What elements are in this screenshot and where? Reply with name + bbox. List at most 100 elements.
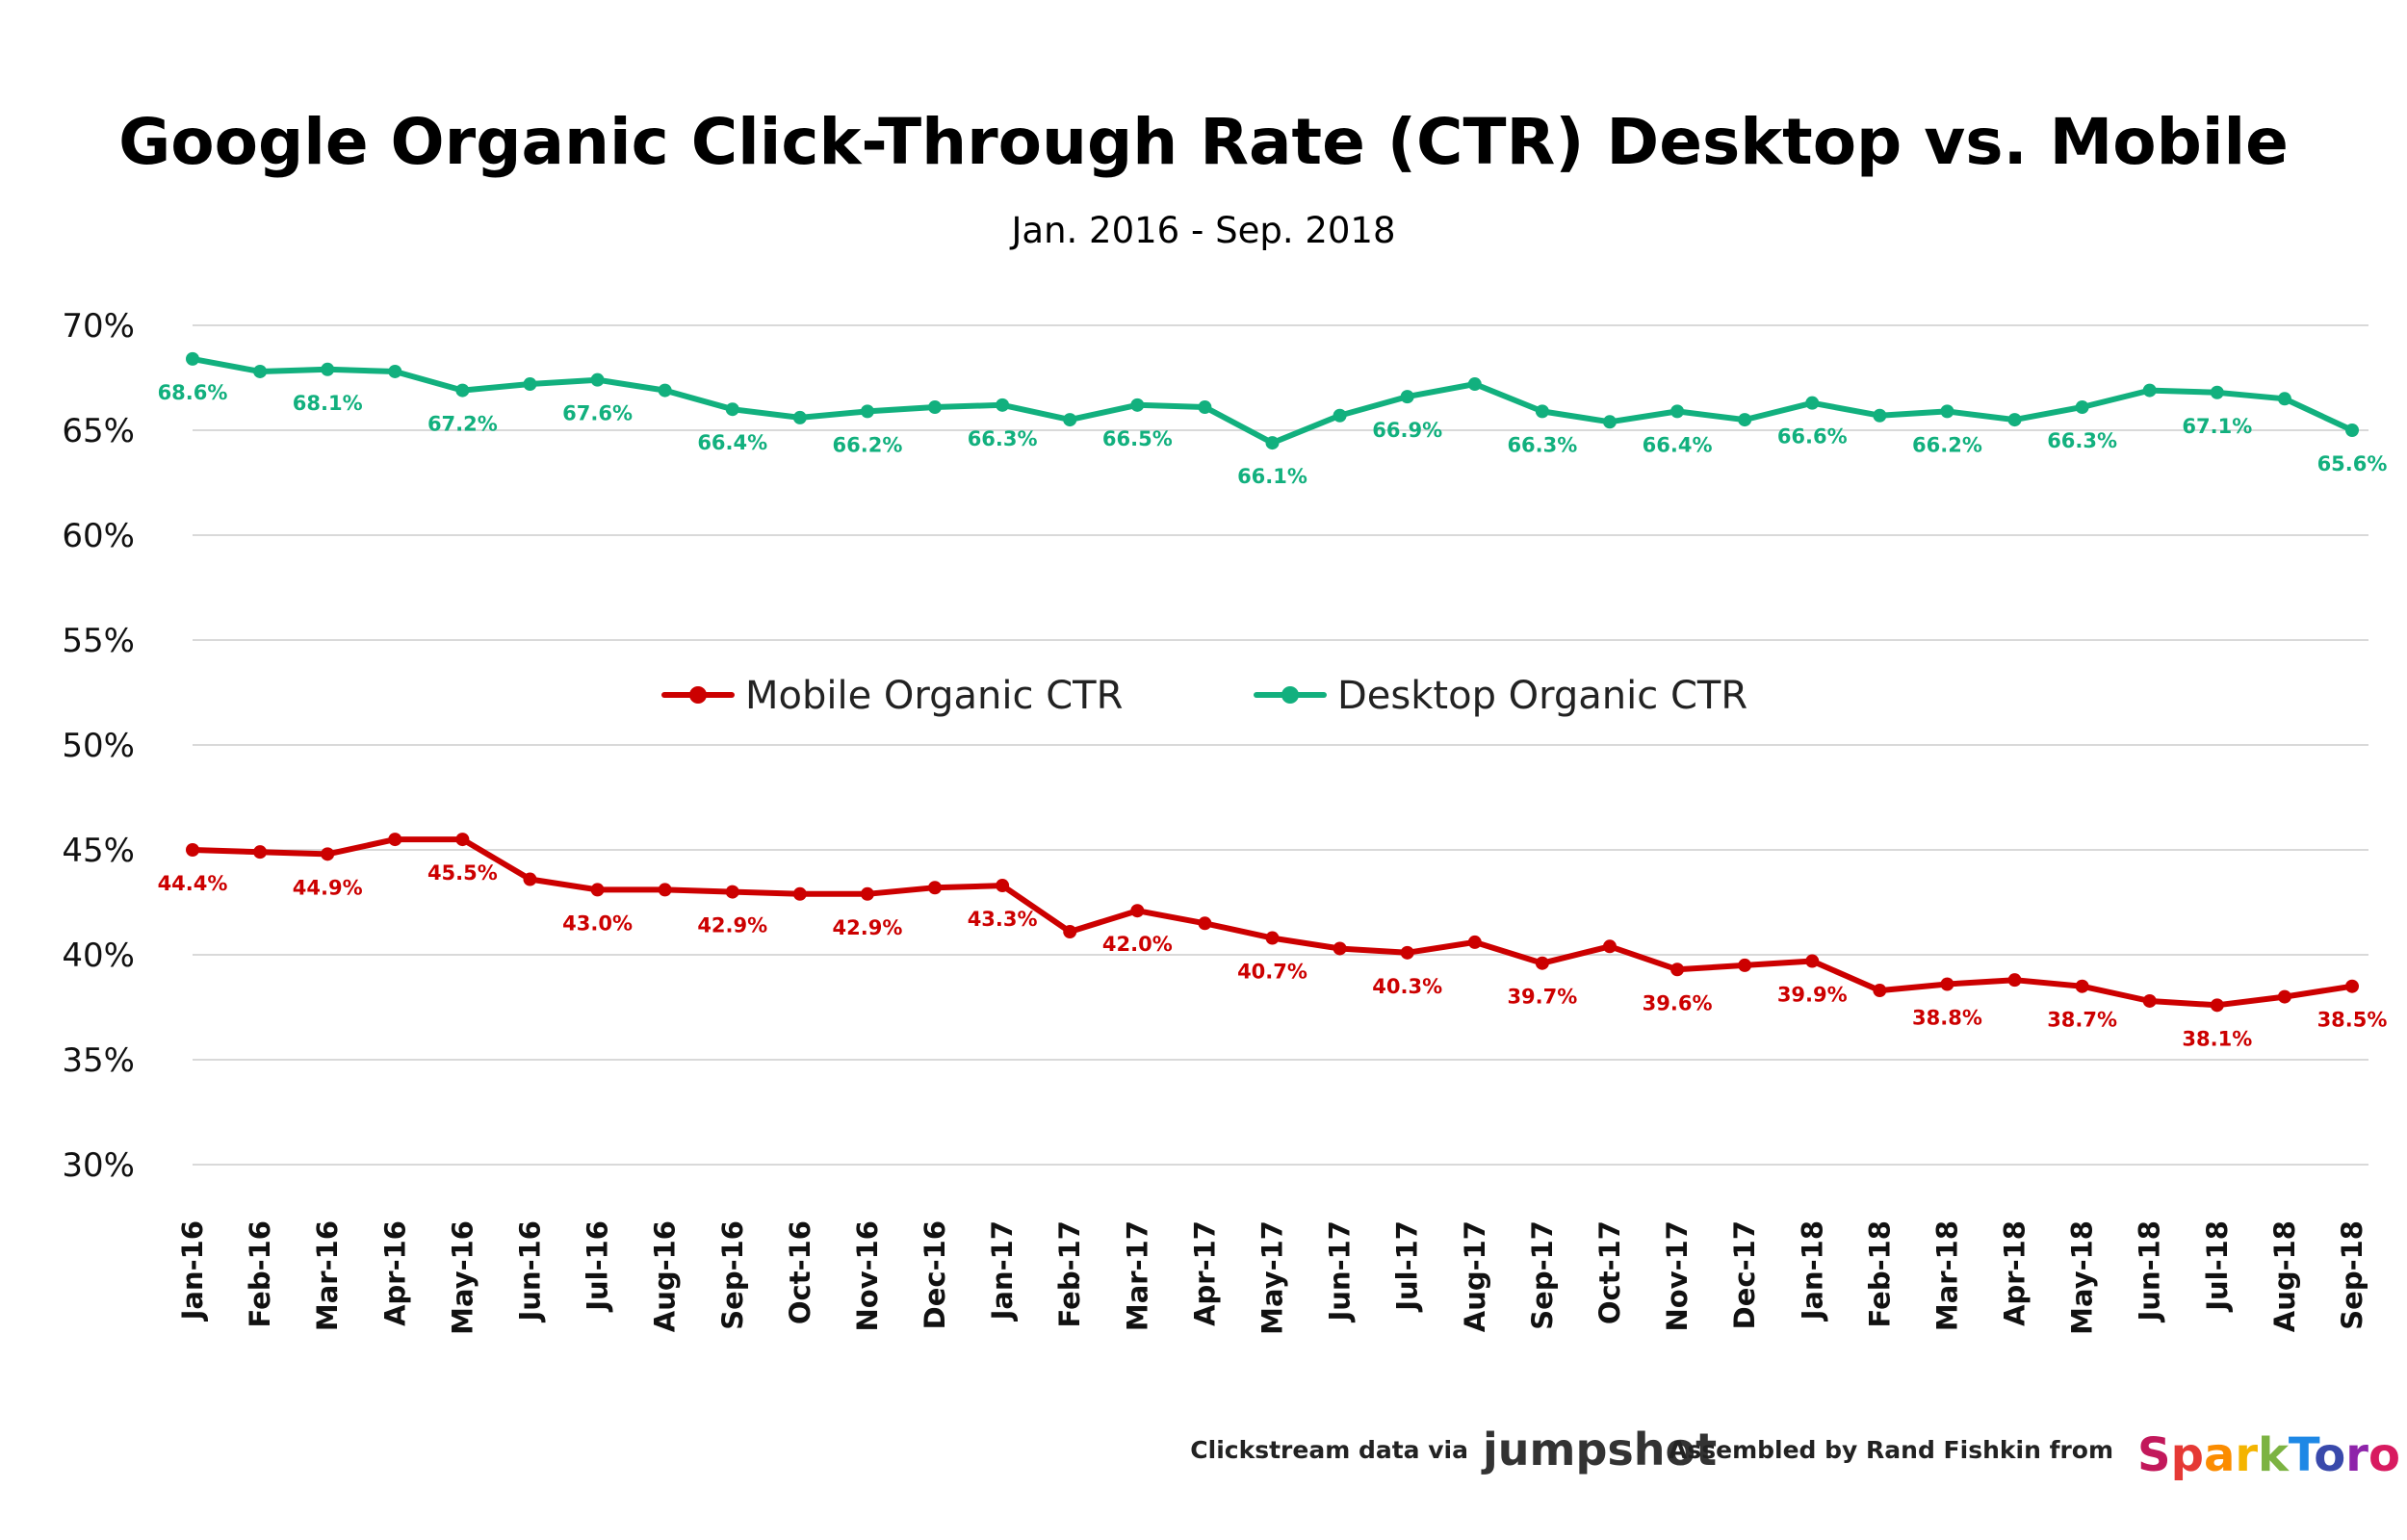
x-tick-label: Jan-18 xyxy=(1796,1220,1828,1322)
mobile-organic-ctr-point xyxy=(2075,979,2089,993)
desktop-organic-ctr-point xyxy=(455,383,470,398)
x-tick-label: Sep-17 xyxy=(1526,1220,1559,1330)
x-tick-label: Nov-17 xyxy=(1661,1220,1694,1332)
desktop-organic-ctr-point xyxy=(1198,400,1212,415)
mobile-organic-ctr-point xyxy=(1333,941,1347,956)
desktop-organic-ctr-point xyxy=(590,372,605,387)
mobile-organic-ctr-data-label: 39.9% xyxy=(1777,984,1848,1007)
mobile-organic-ctr-data-label: 45.5% xyxy=(427,861,498,885)
mobile-organic-ctr-point xyxy=(455,833,470,847)
mobile-organic-ctr-point xyxy=(1602,939,1617,954)
y-tick-label: 45% xyxy=(62,832,135,870)
x-tick-label: Oct-17 xyxy=(1593,1220,1626,1324)
x-tick-label: Aug-17 xyxy=(1459,1220,1491,1332)
mobile-organic-ctr-point xyxy=(321,847,335,861)
mobile-organic-ctr-point xyxy=(2210,998,2224,1013)
footer: Clickstream data via jumpshot Assembled … xyxy=(1190,1424,2400,1482)
mobile-organic-ctr-point xyxy=(590,883,605,897)
mobile-organic-ctr-point xyxy=(1198,916,1212,931)
desktop-organic-ctr-point xyxy=(186,351,199,366)
mobile-organic-ctr-point xyxy=(1940,977,1954,991)
mobile-organic-ctr-data-label: 38.1% xyxy=(2182,1027,2252,1050)
mobile-organic-ctr-point xyxy=(2142,993,2157,1008)
x-tick-label: Jul-16 xyxy=(582,1220,614,1313)
mobile-organic-ctr-point xyxy=(1873,984,1887,998)
mobile-organic-ctr-point xyxy=(725,885,739,899)
desktop-organic-ctr-point xyxy=(523,377,537,392)
x-tick-label: Jan-17 xyxy=(986,1220,1019,1322)
mobile-organic-ctr-data-label: 42.9% xyxy=(833,916,903,939)
desktop-organic-ctr-point xyxy=(1265,436,1280,450)
mobile-organic-ctr-point xyxy=(1670,962,1685,977)
series-points xyxy=(186,351,2359,1013)
desktop-organic-ctr-point xyxy=(2142,383,2157,398)
mobile-organic-ctr-data-label: 40.3% xyxy=(1372,975,1442,998)
y-tick-label: 30% xyxy=(62,1146,135,1185)
desktop-organic-ctr-point xyxy=(1670,404,1685,419)
x-tick-label: Jan-16 xyxy=(176,1220,209,1322)
legend: Mobile Organic CTR Desktop Organic CTR xyxy=(661,674,1747,718)
x-tick-label: Apr-16 xyxy=(378,1220,411,1326)
desktop-organic-ctr-point xyxy=(2345,424,2359,437)
desktop-organic-ctr-point xyxy=(1400,390,1414,404)
jumpshot-logo: jumpshot xyxy=(1481,1424,1717,1476)
mobile-organic-ctr-data-label: 40.7% xyxy=(1237,961,1307,984)
desktop-organic-ctr-data-label: 66.5% xyxy=(1102,427,1173,450)
mobile-organic-ctr-point xyxy=(928,881,943,895)
mobile-organic-ctr-point xyxy=(2345,979,2359,993)
x-tick-label: Jul-17 xyxy=(1391,1220,1424,1313)
y-tick-label: 55% xyxy=(62,622,135,660)
mobile-organic-ctr-legend-marker xyxy=(689,686,707,704)
desktop-organic-ctr-point xyxy=(2007,413,2022,427)
desktop-organic-ctr-point xyxy=(2075,400,2089,415)
y-tick-label: 65% xyxy=(62,412,135,450)
desktop-organic-ctr-data-label: 66.9% xyxy=(1372,419,1442,442)
desktop-organic-ctr-data-label: 68.1% xyxy=(293,392,363,415)
chart-title: Google Organic Click-Through Rate (CTR) … xyxy=(118,105,2289,179)
mobile-organic-ctr-data-label: 39.7% xyxy=(1507,986,1577,1009)
x-tick-label: Sep-16 xyxy=(716,1220,749,1330)
desktop-organic-ctr-data-label: 66.4% xyxy=(1643,433,1713,456)
desktop-organic-ctr-point xyxy=(1602,415,1617,429)
x-tick-label: Mar-18 xyxy=(1930,1220,1963,1331)
desktop-organic-ctr-point xyxy=(321,362,335,376)
desktop-organic-ctr-point xyxy=(2210,385,2224,399)
desktop-organic-ctr-data-label: 66.3% xyxy=(2047,429,2117,452)
mobile-organic-ctr-point xyxy=(388,833,402,847)
desktop-organic-ctr-data-label: 66.3% xyxy=(968,427,1038,450)
x-tick-label: Feb-18 xyxy=(1863,1220,1896,1327)
desktop-organic-ctr-point xyxy=(860,404,874,419)
y-tick-label: 70% xyxy=(62,307,135,346)
desktop-organic-ctr-point xyxy=(792,410,807,424)
desktop-organic-ctr-data-label: 66.6% xyxy=(1777,425,1848,449)
desktop-organic-ctr-point xyxy=(1940,404,1954,419)
mobile-organic-ctr-data-label: 44.9% xyxy=(293,876,363,899)
mobile-organic-ctr-point xyxy=(860,886,874,901)
x-tick-label: Mar-16 xyxy=(311,1220,344,1331)
chart-subtitle: Jan. 2016 - Sep. 2018 xyxy=(1009,210,1395,251)
x-tick-label: Apr-18 xyxy=(1999,1220,2032,1326)
footer-source-text: Clickstream data via xyxy=(1190,1436,1468,1464)
desktop-organic-ctr-data-label: 67.6% xyxy=(562,402,633,425)
mobile-organic-ctr-data-label: 38.7% xyxy=(2047,1009,2117,1032)
y-tick-label: 40% xyxy=(62,937,135,975)
desktop-organic-ctr-data-label: 66.1% xyxy=(1237,465,1307,488)
sparktoro-logo: SparkToro xyxy=(2137,1428,2400,1482)
gridlines xyxy=(193,324,2368,1166)
mobile-organic-ctr-data-label: 42.0% xyxy=(1102,933,1173,956)
x-tick-label: Feb-17 xyxy=(1053,1220,1086,1327)
x-axis: Jan-16 Feb-16 Mar-16 Apr-16 May-16 Jun-16 Jul-… xyxy=(176,1220,2368,1335)
mobile-organic-ctr-data-label: 39.6% xyxy=(1643,991,1713,1014)
desktop-organic-ctr-data-label: 65.6% xyxy=(2317,452,2388,475)
x-tick-label: Aug-18 xyxy=(2268,1220,2301,1332)
desktop-organic-ctr-point xyxy=(1738,413,1752,427)
mobile-organic-ctr-data-label: 43.3% xyxy=(968,908,1038,931)
desktop-organic-ctr-data-label: 68.6% xyxy=(158,381,228,404)
mobile-organic-ctr-point xyxy=(2007,973,2022,988)
x-tick-label: Feb-16 xyxy=(244,1220,276,1327)
x-tick-label: May-16 xyxy=(446,1220,479,1335)
mobile-organic-ctr-point xyxy=(1400,945,1414,960)
x-tick-label: May-18 xyxy=(2066,1220,2099,1335)
series-lines xyxy=(190,355,2355,1009)
